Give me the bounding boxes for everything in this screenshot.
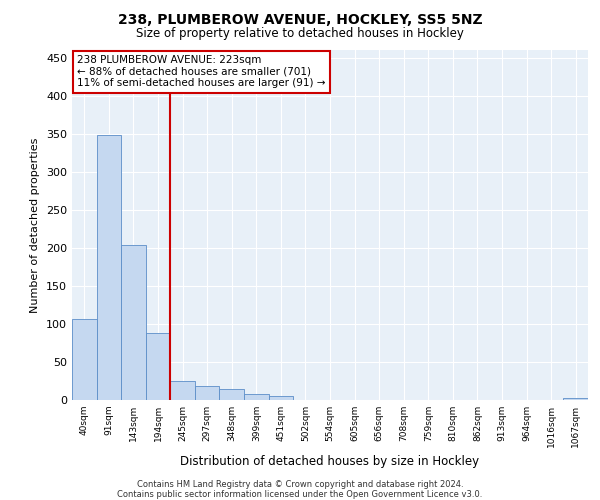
Bar — [563, 398, 588, 400]
Bar — [146, 333, 170, 400]
Bar — [170, 381, 195, 400]
Text: Size of property relative to detached houses in Hockley: Size of property relative to detached ho… — [136, 28, 464, 40]
Bar — [121, 245, 146, 400]
Bar — [97, 135, 121, 400]
Bar — [195, 386, 220, 400]
Bar — [72, 318, 97, 400]
Text: 238, PLUMBEROW AVENUE, HOCKLEY, SS5 5NZ: 238, PLUMBEROW AVENUE, HOCKLEY, SS5 5NZ — [118, 12, 482, 26]
Bar — [244, 394, 269, 400]
X-axis label: Distribution of detached houses by size in Hockley: Distribution of detached houses by size … — [181, 456, 479, 468]
Bar — [269, 396, 293, 400]
Text: Contains HM Land Registry data © Crown copyright and database right 2024.: Contains HM Land Registry data © Crown c… — [137, 480, 463, 489]
Text: Contains public sector information licensed under the Open Government Licence v3: Contains public sector information licen… — [118, 490, 482, 499]
Bar — [220, 388, 244, 400]
Y-axis label: Number of detached properties: Number of detached properties — [31, 138, 40, 312]
Text: 238 PLUMBEROW AVENUE: 223sqm
← 88% of detached houses are smaller (701)
11% of s: 238 PLUMBEROW AVENUE: 223sqm ← 88% of de… — [77, 55, 326, 88]
